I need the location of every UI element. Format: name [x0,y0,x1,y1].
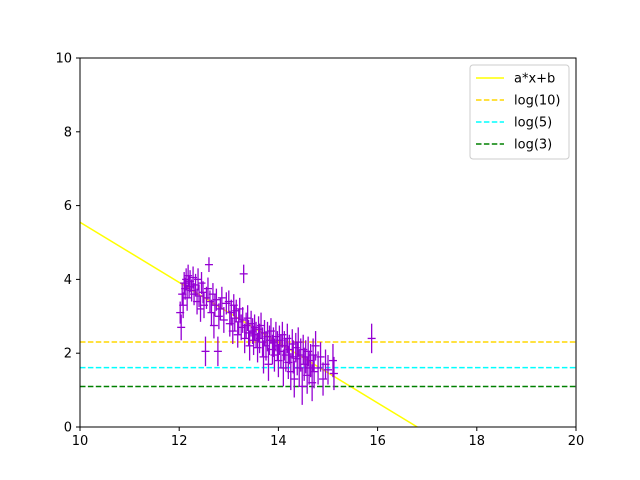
data-point [250,314,259,341]
legend-box [469,64,570,160]
legend: a*x+b log(10) log(5) log(3) [469,64,570,160]
axes-frame [79,57,577,428]
legend-label: a*x+b [514,72,555,87]
legend-label: log(3) [514,138,552,153]
x-tick-label: 18 [469,434,486,449]
data-point [310,355,319,389]
data-point [298,367,307,405]
data-point [195,284,204,308]
data-point [194,268,203,291]
y-tick-label: 0 [64,421,72,436]
data-point [179,292,188,319]
data-point [230,305,239,332]
data-point [324,355,332,385]
data-point [288,329,297,359]
data-point [245,331,254,361]
y-tick-label: 8 [64,125,72,140]
data-point [203,277,212,300]
data-point [214,303,223,330]
y-tick-label: 6 [64,199,72,214]
scatter-points [176,257,376,405]
data-point [184,264,193,287]
data-point [181,277,190,300]
data-point [239,264,248,284]
data-point [193,288,202,315]
data-point [216,297,225,320]
data-point [303,356,312,394]
data-point [210,294,219,317]
data-point [202,286,211,309]
data-point [238,307,247,333]
data-point [219,307,228,333]
data-point [197,272,206,295]
data-point [208,283,217,306]
y-tick-label: 4 [64,273,72,288]
data-point [273,331,282,361]
data-point [212,288,221,311]
data-point [201,336,210,367]
data-point [240,323,249,354]
x-axis: 10 12 14 16 18 20 [72,427,585,449]
data-point [257,312,266,339]
data-point [316,342,325,372]
x-tick-label: 12 [171,434,188,449]
data-point [217,286,226,309]
y-tick-label: 2 [64,347,72,362]
data-point [228,318,237,344]
data-point [213,336,222,367]
data-point [278,321,287,348]
y-tick-label: 10 [55,52,72,67]
data-point [290,360,299,398]
data-point [199,281,208,304]
data-point [264,347,273,381]
data-point [196,296,205,322]
data-point [183,284,192,311]
data-point [263,321,272,352]
x-tick-label: 10 [72,434,89,449]
x-tick-label: 16 [369,434,386,449]
y-axis: 0 2 4 6 8 10 [55,52,80,436]
data-point [204,257,213,273]
data-point [367,323,376,354]
data-point [243,305,252,332]
data-point [177,314,186,341]
data-point [237,314,246,341]
legend-label: log(5) [514,116,552,131]
x-tick-label: 14 [270,434,287,449]
data-point [293,342,302,376]
data-point [247,310,256,337]
data-point [233,321,242,348]
data-point [283,323,292,354]
data-point [268,334,277,365]
legend-label: log(10) [514,94,561,109]
data-point [311,331,320,361]
data-point [329,356,338,391]
data-point [209,312,218,339]
data-point [328,343,337,378]
data-point [308,364,317,402]
x-tick-label: 20 [568,434,585,449]
